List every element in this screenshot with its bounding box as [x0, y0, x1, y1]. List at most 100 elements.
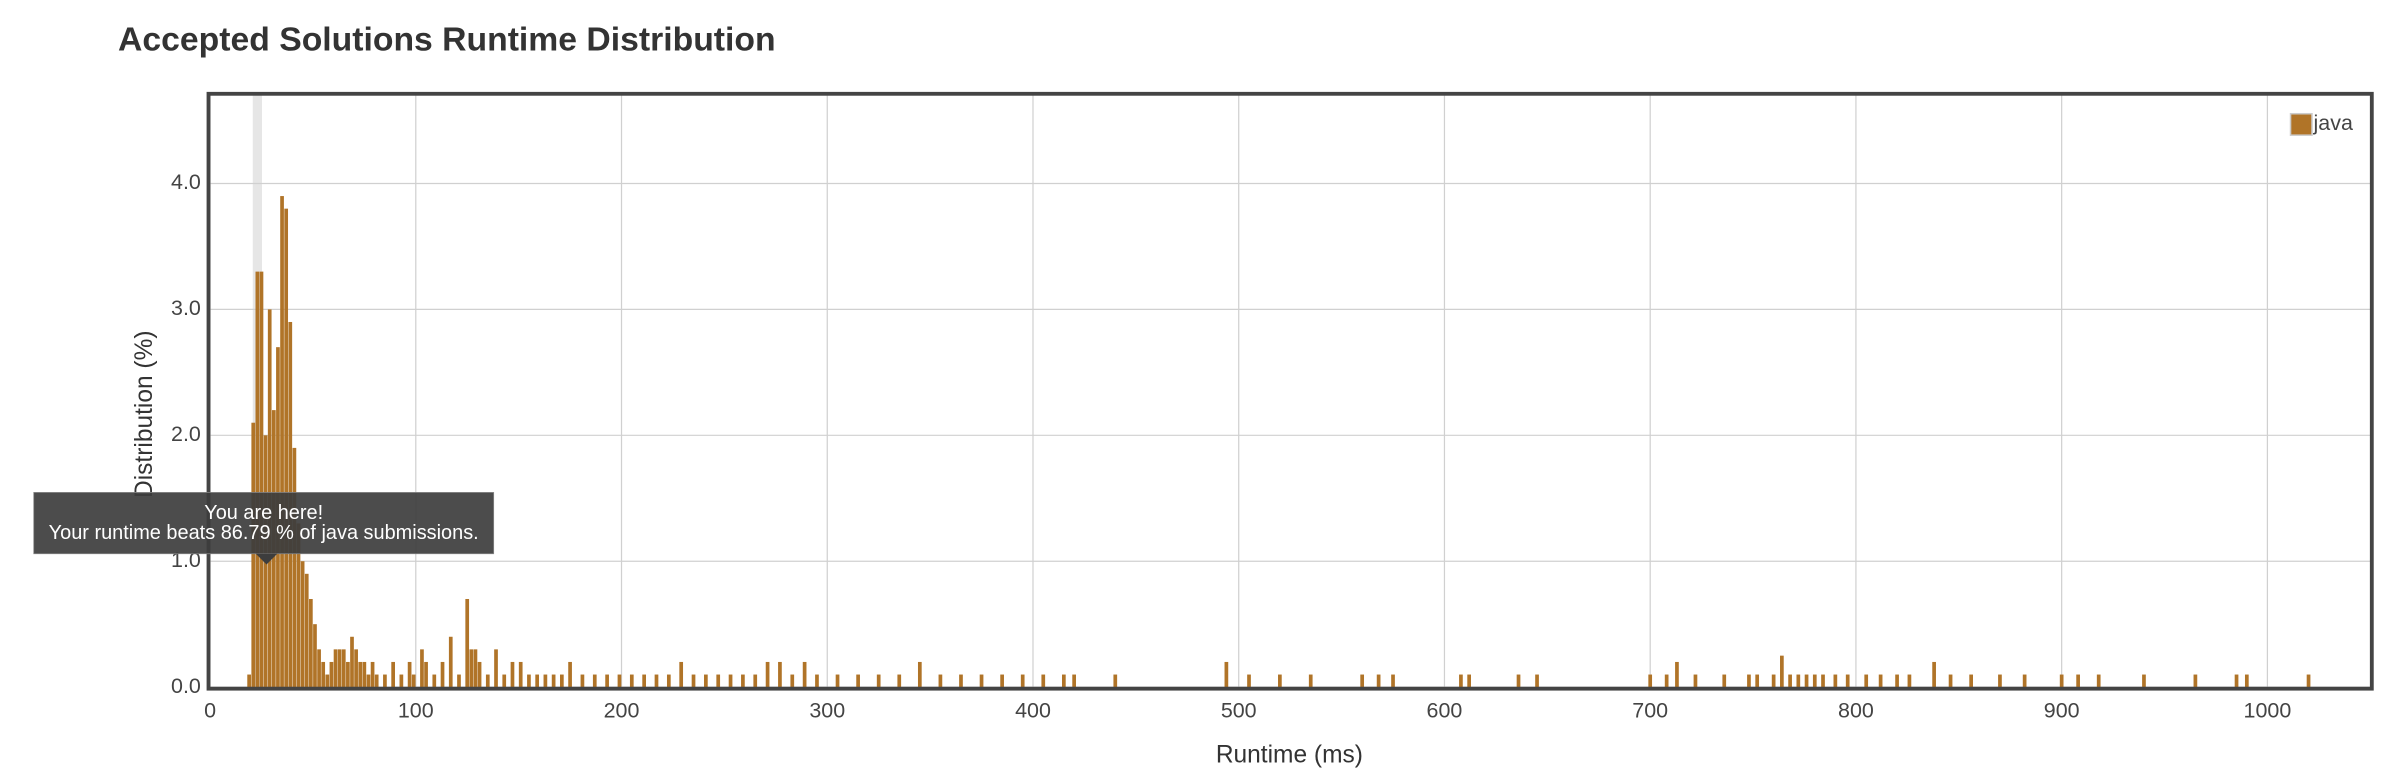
- x-tick-label: 200: [604, 698, 640, 722]
- bar: [1948, 674, 1953, 688]
- x-tick-label: 500: [1221, 698, 1257, 722]
- bar: [280, 196, 284, 688]
- bar: [592, 674, 597, 688]
- bar: [457, 674, 461, 688]
- bar: [1907, 674, 1912, 688]
- bar: [1000, 674, 1004, 688]
- bar: [374, 674, 379, 688]
- bar: [716, 674, 721, 688]
- bar: [691, 674, 696, 688]
- plot-frame: [206, 91, 2374, 691]
- x-tick-label: 800: [1838, 698, 1874, 722]
- bar: [448, 636, 453, 688]
- bar: [1864, 674, 1869, 688]
- bar: [424, 661, 428, 688]
- bar: [247, 674, 251, 688]
- bar: [654, 674, 659, 688]
- bar: [642, 674, 646, 688]
- bar: [1833, 674, 1838, 688]
- bar: [679, 661, 684, 688]
- bar: [815, 674, 819, 688]
- bar: [1804, 674, 1809, 688]
- bar: [728, 674, 733, 688]
- bar: [473, 649, 478, 688]
- bar: [666, 674, 671, 688]
- bar: [1224, 661, 1229, 688]
- bar: [1072, 674, 1076, 688]
- bar: [1041, 674, 1046, 688]
- bar: [1998, 674, 2002, 688]
- bar: [835, 674, 840, 688]
- bar: [1878, 674, 1883, 688]
- bar: [580, 674, 585, 688]
- bar: [897, 674, 902, 688]
- bar: [366, 674, 371, 688]
- bar: [362, 661, 367, 688]
- bar: [255, 271, 260, 688]
- bar: [313, 624, 317, 688]
- bar: [959, 674, 963, 688]
- bar: [535, 674, 540, 688]
- bar: [741, 674, 745, 688]
- bar: [617, 674, 622, 688]
- bar: [292, 447, 297, 688]
- bar: [383, 674, 387, 688]
- bar: [605, 674, 609, 688]
- bar: [350, 636, 354, 688]
- bar: [341, 649, 346, 688]
- bar: [2022, 674, 2027, 688]
- bar: [1969, 674, 1973, 688]
- bar: [358, 661, 363, 688]
- tooltip-box: [33, 492, 495, 555]
- bar: [407, 661, 412, 688]
- bar: [300, 561, 305, 688]
- bar: [979, 674, 984, 688]
- tooltip-heading: You are here!: [204, 502, 323, 524]
- x-tick-label: 400: [1015, 698, 1051, 722]
- bar: [518, 661, 523, 688]
- bar: [304, 573, 309, 688]
- bar: [2096, 674, 2101, 688]
- bar: [325, 674, 330, 688]
- bar: [485, 674, 490, 688]
- bar: [333, 649, 338, 688]
- x-tick-label: 0: [204, 698, 216, 722]
- bar: [551, 674, 556, 688]
- bar: [477, 661, 482, 688]
- x-tick-label: 100: [398, 698, 434, 722]
- bar: [251, 422, 256, 688]
- legend-swatch: [2289, 112, 2313, 136]
- bar: [2142, 674, 2146, 688]
- bar: [1821, 674, 1825, 688]
- bar: [2193, 674, 2198, 688]
- bar: [317, 649, 321, 688]
- tooltip-arrow: [255, 553, 278, 565]
- bar: [1376, 674, 1381, 688]
- bar: [502, 674, 507, 688]
- bar: [411, 674, 416, 688]
- bar: [354, 649, 358, 688]
- bar: [391, 661, 395, 688]
- bar: [2076, 674, 2080, 688]
- y-tick-label: 2.0: [171, 422, 201, 446]
- bar: [527, 674, 531, 688]
- bar: [1648, 674, 1653, 688]
- bar: [1278, 674, 1282, 688]
- bar: [337, 649, 342, 688]
- bar: [2234, 674, 2239, 688]
- bar: [1516, 674, 1521, 688]
- bar: [284, 208, 289, 688]
- x-axis-label: Runtime (ms): [1216, 742, 1363, 769]
- bar: [1020, 674, 1025, 688]
- bar: [346, 661, 350, 688]
- bar: [329, 661, 334, 688]
- bar: [1247, 674, 1251, 688]
- bar: [1747, 674, 1751, 688]
- bar: [1113, 674, 1118, 688]
- bar: [543, 674, 548, 688]
- bar: [1675, 661, 1679, 688]
- bar: [917, 661, 922, 688]
- bar: [494, 649, 498, 688]
